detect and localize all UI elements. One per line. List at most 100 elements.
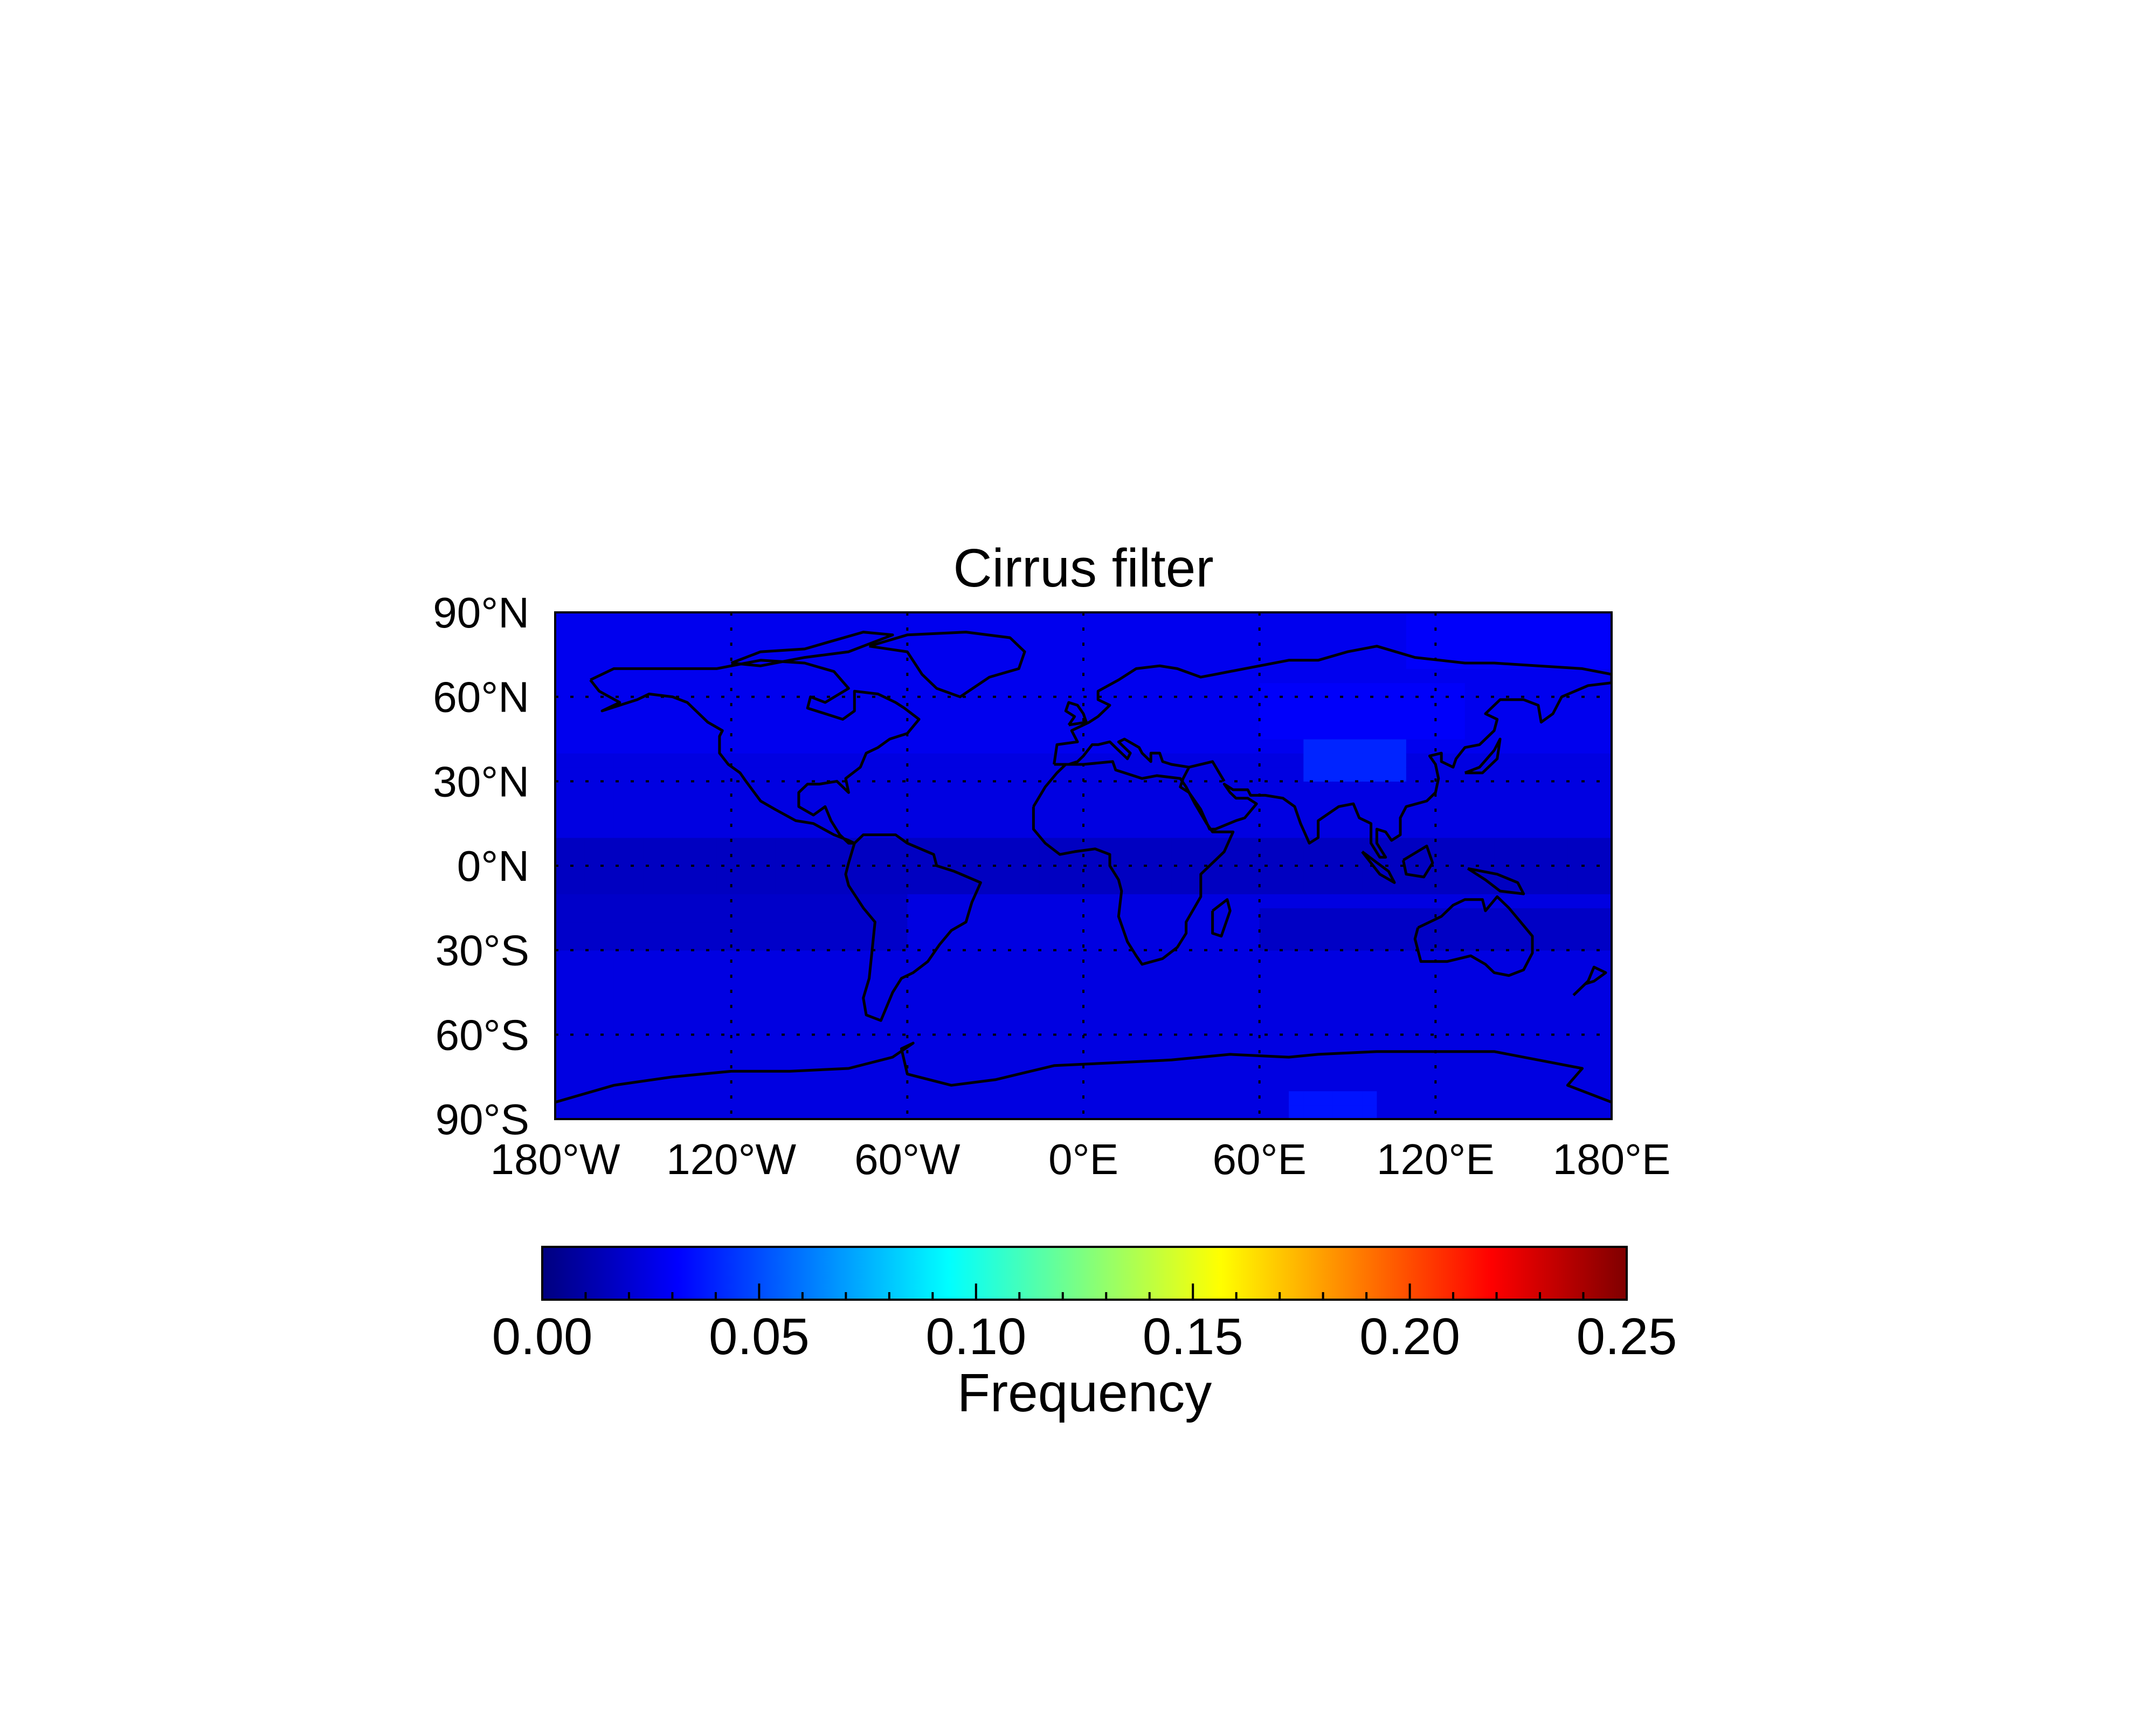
heatmap-cell <box>761 682 776 698</box>
heatmap-cell <box>1523 837 1539 852</box>
heatmap-cell <box>1127 781 1143 796</box>
heatmap-cell <box>1068 654 1084 670</box>
heatmap-cell <box>1509 866 1524 880</box>
heatmap-cell <box>1538 1006 1553 1021</box>
heatmap-cell <box>819 767 834 782</box>
heatmap-cell <box>584 654 600 670</box>
heatmap-cell <box>951 710 966 726</box>
heatmap-cell <box>716 781 732 796</box>
heatmap-cell <box>877 1077 893 1092</box>
heatmap-cell <box>1054 894 1069 908</box>
heatmap-cell <box>1245 908 1260 923</box>
heatmap-cell <box>1348 837 1363 852</box>
heatmap-cell <box>1421 696 1436 712</box>
heatmap-cell <box>1553 992 1568 1007</box>
heatmap-cell <box>1274 936 1289 951</box>
heatmap-cell <box>1259 696 1275 712</box>
heatmap-cell <box>702 851 717 866</box>
heatmap-cell <box>1523 640 1539 655</box>
heatmap-cell <box>1215 866 1231 880</box>
heatmap-cell <box>658 739 673 754</box>
heatmap-cell <box>863 851 879 866</box>
heatmap-cell <box>745 1048 761 1064</box>
heatmap-cell <box>570 1077 585 1092</box>
heatmap-cell <box>672 950 688 965</box>
heatmap-cell <box>1597 866 1612 880</box>
heatmap-cell <box>1245 767 1260 782</box>
heatmap-cell <box>893 767 908 782</box>
heatmap-cell <box>1494 1006 1510 1021</box>
heatmap-cell <box>731 1006 747 1021</box>
heatmap-cell <box>599 1034 614 1050</box>
heatmap-cell <box>995 936 1011 951</box>
heatmap-cell <box>1362 922 1378 937</box>
heatmap-cell <box>1421 894 1436 908</box>
heatmap-cell <box>687 992 702 1007</box>
heatmap-cell <box>1039 908 1055 923</box>
heatmap-cell <box>848 724 864 740</box>
heatmap-cell <box>1509 992 1524 1007</box>
heatmap-cell <box>1215 1062 1231 1078</box>
heatmap-cell <box>936 978 952 993</box>
heatmap-cell <box>1142 1020 1157 1035</box>
eurasia-coast <box>1053 645 1612 859</box>
heatmap-cell <box>555 1105 570 1119</box>
heatmap-cell <box>716 823 732 838</box>
heatmap-cell <box>995 1062 1011 1078</box>
heatmap-cell <box>966 978 982 993</box>
heatmap-cell <box>628 908 644 923</box>
heatmap-cell <box>951 964 966 979</box>
heatmap-cell <box>1377 739 1392 754</box>
heatmap-cell <box>628 1006 644 1021</box>
heatmap-cell <box>1332 1006 1348 1021</box>
heatmap-cell <box>1039 964 1055 979</box>
heatmap-cell <box>643 851 659 866</box>
heatmap-cell <box>1435 1062 1451 1078</box>
heatmap-cell <box>1157 682 1172 698</box>
heatmap-cell <box>628 964 644 979</box>
heatmap-cell <box>936 880 952 894</box>
heatmap-cell <box>936 724 952 740</box>
heatmap-cell <box>1230 1105 1246 1119</box>
heatmap-cell <box>790 992 805 1007</box>
heatmap-cell <box>980 1048 996 1064</box>
heatmap-cell <box>555 767 570 782</box>
heatmap-cell <box>716 1006 732 1021</box>
heatmap-cell <box>570 710 585 726</box>
heatmap-cell <box>716 908 732 923</box>
heatmap-cell <box>893 908 908 923</box>
heatmap-cell <box>1362 710 1378 726</box>
heatmap-cell <box>761 1034 776 1050</box>
heatmap-cell <box>1054 682 1069 698</box>
heatmap-cell <box>1142 1006 1157 1021</box>
heatmap-cell <box>1083 640 1098 655</box>
heatmap-cell <box>877 612 893 627</box>
heatmap-cell <box>745 1077 761 1092</box>
heatmap-cell <box>1435 696 1451 712</box>
heatmap-cell <box>672 753 688 768</box>
heatmap-cell <box>1450 1091 1466 1106</box>
heatmap-cell <box>731 936 747 951</box>
heatmap-cell <box>775 964 791 979</box>
heatmap-cell <box>1553 1020 1568 1035</box>
heatmap-cell <box>1068 922 1084 937</box>
heatmap-cell <box>687 866 702 880</box>
heatmap-cell <box>1025 739 1040 754</box>
heatmap-cell <box>1010 781 1025 796</box>
heatmap-cell <box>702 1077 717 1092</box>
heatmap-cell <box>1348 724 1363 740</box>
heatmap-cell <box>1362 696 1378 712</box>
heatmap-cell <box>1215 640 1231 655</box>
heatmap-cell <box>716 1020 732 1035</box>
heatmap-cell <box>1377 612 1392 627</box>
heatmap-cell <box>848 978 864 993</box>
heatmap-cell <box>893 654 908 670</box>
heatmap-cell <box>584 696 600 712</box>
heatmap-cell <box>1215 612 1231 627</box>
heatmap-cell <box>1068 1006 1084 1021</box>
heatmap-cell <box>1450 795 1466 810</box>
heatmap-cell <box>761 866 776 880</box>
heatmap-cell <box>628 1020 644 1035</box>
heatmap-cell <box>1509 1091 1524 1106</box>
heatmap-cell <box>1010 809 1025 824</box>
